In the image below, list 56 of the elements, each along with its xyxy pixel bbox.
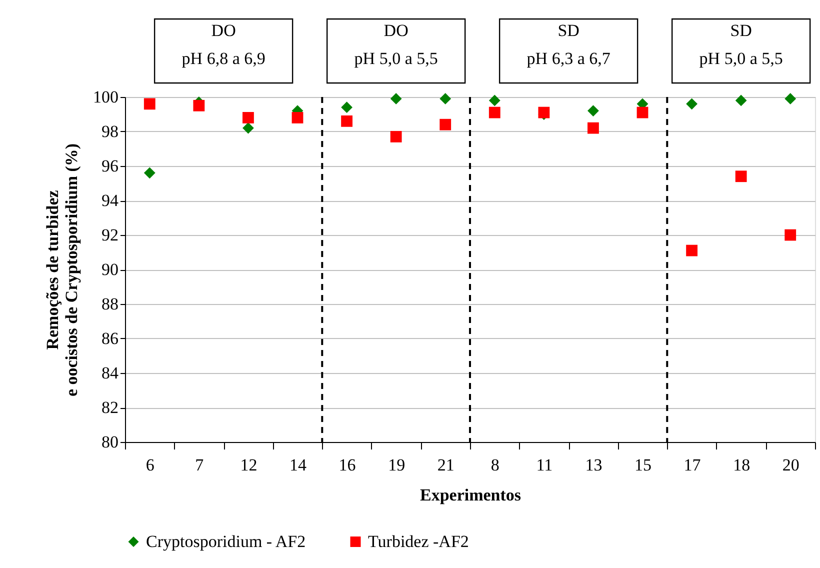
y-tick-label: 88	[102, 294, 118, 314]
point	[735, 170, 747, 182]
x-tick-label: 8	[490, 456, 500, 474]
point	[440, 93, 452, 104]
x-tick-label: 21	[437, 456, 454, 474]
point	[144, 167, 156, 179]
x-tick-label: 20	[782, 456, 800, 474]
x-tick-label: 15	[634, 456, 652, 474]
y-tick-label: 86	[102, 329, 118, 348]
point	[488, 94, 500, 106]
x-tick-label: 17	[684, 456, 702, 474]
y-tick-label: 90	[102, 260, 118, 279]
y-tick-label: 96	[102, 156, 118, 176]
x-tick-label: 12	[240, 456, 258, 474]
point	[784, 93, 796, 104]
point	[242, 112, 254, 124]
text: SD pH 5,0 a 5,5	[699, 21, 783, 68]
y-tick-label: 98	[102, 122, 118, 141]
point	[735, 94, 747, 106]
point	[390, 93, 402, 104]
point	[390, 130, 402, 142]
y-tick-label: 82	[102, 398, 118, 417]
point	[588, 122, 599, 134]
y-tick-label: 92	[102, 226, 118, 244]
point	[686, 244, 698, 256]
point	[341, 115, 352, 127]
y-axis-title: Remoções de turbidez e oocistos de Cryptosporidium (%)	[43, 143, 81, 397]
point	[144, 98, 156, 110]
text: DO pH 6,8 a 6,9	[182, 21, 266, 68]
text: DO pH 5,0 a 5,5	[354, 21, 438, 68]
point	[636, 106, 648, 118]
point	[784, 229, 796, 241]
point	[588, 105, 599, 116]
x-tick-label: 16	[338, 456, 356, 474]
x-tick-label: 7	[195, 456, 204, 474]
point	[686, 98, 698, 110]
legend-label: Cryptosporidium - AF2	[146, 532, 306, 551]
point	[341, 102, 352, 114]
y-tick-label: 94	[102, 191, 119, 210]
point	[488, 106, 500, 118]
y-tick-label: 80	[102, 432, 118, 452]
x-tick-label: 19	[388, 456, 406, 474]
y-tick-label: 84	[102, 364, 119, 382]
legend-label: Turbidez -AF2	[368, 532, 469, 551]
x-tick-label: 14	[290, 456, 307, 474]
point	[440, 118, 452, 130]
x-tick-label: 18	[733, 456, 750, 474]
point	[292, 112, 304, 124]
x-tick-label: 11	[536, 456, 553, 474]
point	[242, 122, 254, 134]
point	[193, 100, 205, 112]
x-tick-label: 13	[585, 456, 602, 474]
x-axis-title: Experimentos	[420, 486, 522, 504]
text: SD pH 6,3 a 6,7	[526, 21, 611, 68]
x-tick-label: 6	[146, 456, 154, 474]
y-tick-label: 100	[93, 88, 118, 106]
